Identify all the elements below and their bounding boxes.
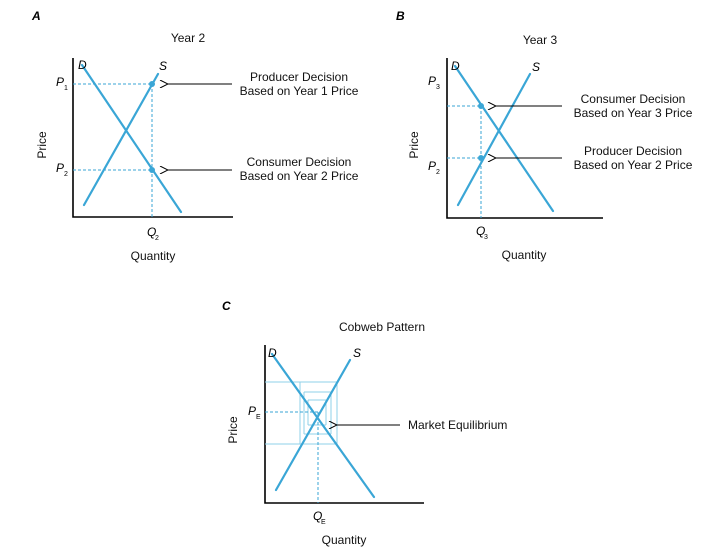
- panel-a-p1-sub: 1: [64, 85, 68, 92]
- panel-b-p3-sub: 3: [436, 84, 440, 91]
- panel-b-xlabel: Quantity: [502, 248, 547, 262]
- panel-c-demand-label: D: [268, 346, 277, 360]
- panel-c-supply-label: S: [353, 346, 361, 360]
- panel-c-axes: [264, 345, 424, 504]
- panel-a-annotation-top-2: Based on Year 1 Price: [240, 84, 359, 98]
- panel-b-producer-point: [478, 155, 484, 161]
- panel-b-axes: [446, 58, 603, 219]
- panel-b-annotation-bottom-2: Based on Year 2 Price: [574, 158, 693, 172]
- panel-b-annotation-bottom-1: Producer Decision: [584, 144, 682, 158]
- panel-a-q-sub: 2: [155, 235, 159, 242]
- panel-b-supply-label: S: [532, 60, 540, 74]
- panel-b-p3-label: P: [428, 74, 436, 88]
- panel-a-demand-label: D: [78, 58, 87, 72]
- panel-c-annotation: Market Equilibrium: [408, 418, 507, 432]
- panel-b-q-label: Q: [476, 224, 485, 238]
- panel-a-p2-sub: 2: [64, 171, 68, 178]
- panel-c-qe-sub: E: [321, 519, 326, 526]
- panel-a-demand-curve: [80, 63, 183, 214]
- panel-b-consumer-point: [478, 103, 484, 109]
- panel-a-p1-label: P: [56, 75, 64, 89]
- panel-c-demand-curve: [270, 352, 376, 499]
- panel-a-producer-point: [149, 81, 155, 87]
- panel-b-letter: B: [396, 9, 405, 23]
- panel-b-demand-curve: [453, 64, 555, 213]
- panel-a-annotation-top-1: Producer Decision: [250, 70, 348, 84]
- panel-a-supply-label: S: [159, 59, 167, 73]
- panel-a-annotation-bottom-1: Consumer Decision: [247, 155, 352, 169]
- panel-c-pe-label: P: [248, 404, 256, 418]
- panel-a-consumer-point: [149, 167, 155, 173]
- panel-a-annotation-bottom-2: Based on Year 2 Price: [240, 169, 359, 183]
- panel-b-demand-label: D: [451, 59, 460, 73]
- panel-b-annotation-top-1: Consumer Decision: [581, 92, 686, 106]
- panel-b-supply-curve: [456, 72, 532, 207]
- panel-c-supply-curve: [274, 358, 352, 492]
- panel-c-cobweb: [265, 381, 338, 445]
- panel-a: A Year 2 D S P 1 P 2 Q 2 Price Quantity …: [31, 9, 359, 263]
- panel-b-title: Year 3: [523, 33, 558, 47]
- panel-b-p2-sub: 2: [436, 169, 440, 176]
- panel-b-annotation-top-2: Based on Year 3 Price: [574, 106, 693, 120]
- panel-c: C Cobweb Pattern D S P E Q E Price: [222, 299, 507, 547]
- panel-b: B Year 3 D S P 3 P 2 Q 3 Price Quantity …: [396, 9, 693, 262]
- panel-c-letter: C: [222, 299, 231, 313]
- panel-a-supply-curve: [82, 72, 160, 207]
- panel-c-xlabel: Quantity: [322, 533, 367, 547]
- panel-b-ylabel: Price: [407, 131, 421, 159]
- panel-a-axes: [72, 58, 233, 218]
- panel-c-ylabel: Price: [226, 416, 240, 444]
- panel-a-title: Year 2: [171, 31, 206, 45]
- panel-c-pe-sub: E: [256, 414, 261, 421]
- panel-a-p2-label: P: [56, 161, 64, 175]
- panel-c-title: Cobweb Pattern: [339, 320, 425, 334]
- panel-a-ylabel: Price: [35, 131, 49, 159]
- panel-b-p2-label: P: [428, 159, 436, 173]
- panel-a-q-label: Q: [147, 225, 156, 239]
- panel-a-xlabel: Quantity: [131, 249, 176, 263]
- panel-a-letter: A: [31, 9, 41, 23]
- panel-b-q-sub: 3: [484, 234, 488, 241]
- panel-c-qe-label: Q: [313, 509, 322, 523]
